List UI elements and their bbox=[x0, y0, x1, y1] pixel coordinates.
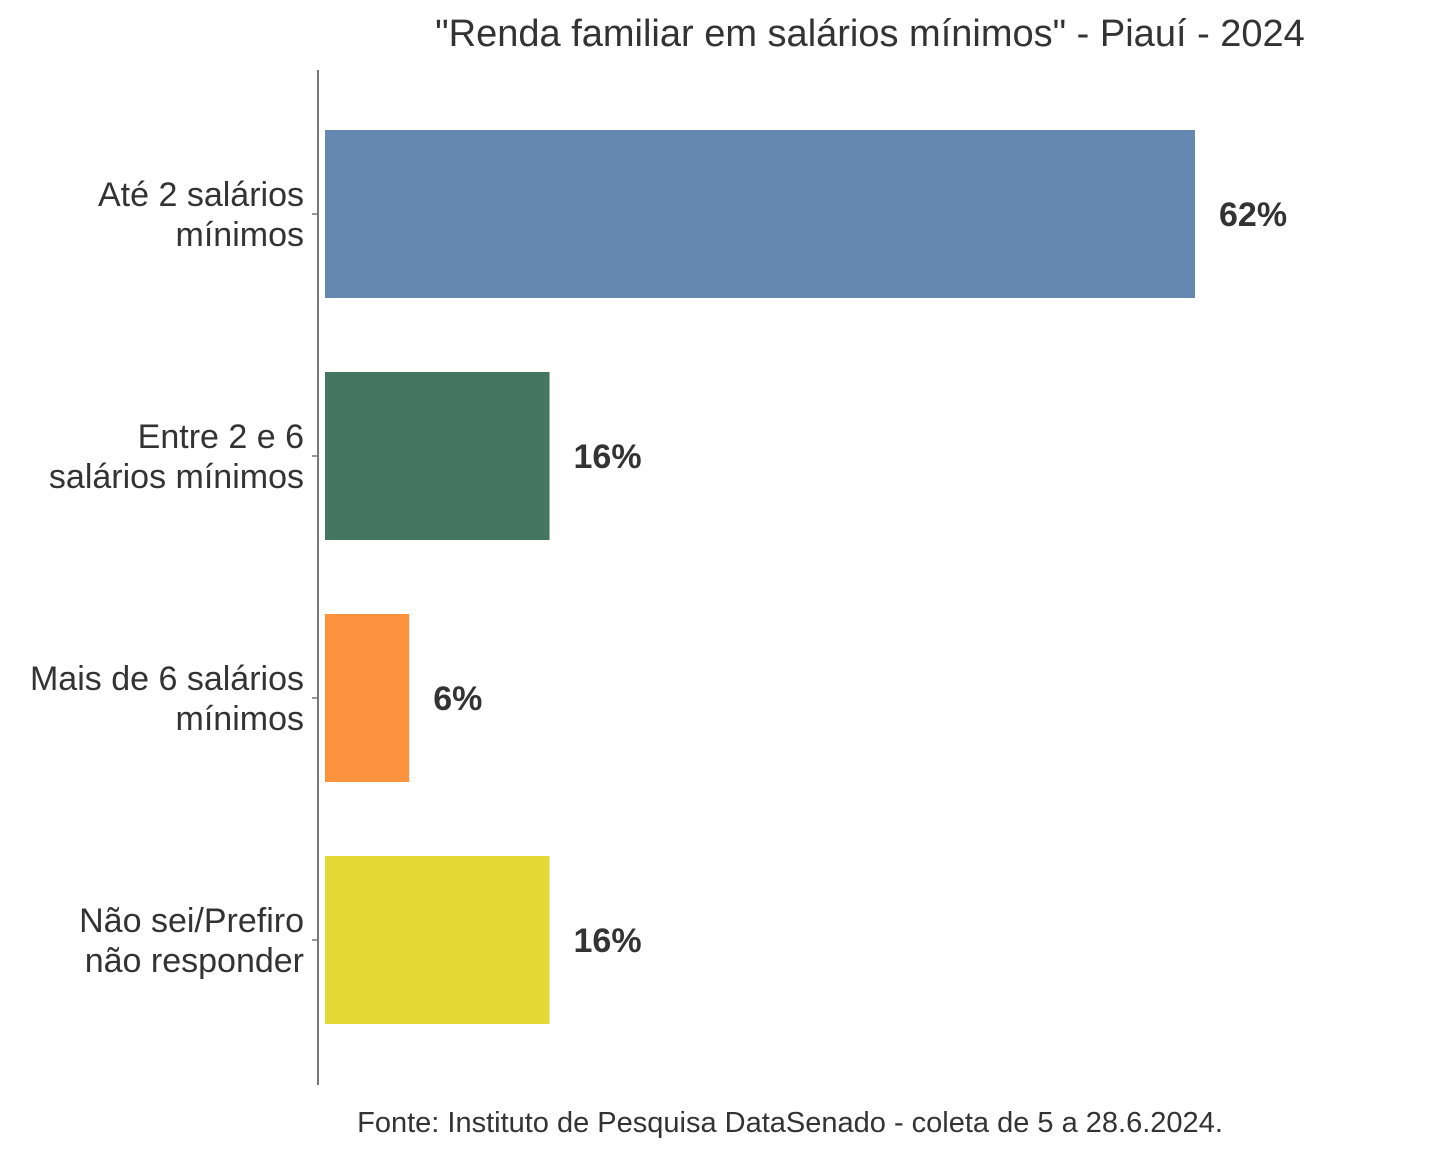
chart-title: "Renda familiar em salários mínimos" - P… bbox=[435, 13, 1305, 55]
bar-3 bbox=[325, 614, 410, 782]
category-label-line: Até 2 salários bbox=[98, 176, 304, 214]
value-label-1: 62% bbox=[1219, 196, 1287, 234]
category-label-line: Mais de 6 salários bbox=[30, 660, 304, 698]
category-label-line: mínimos bbox=[176, 216, 304, 254]
value-label-2: 16% bbox=[574, 438, 642, 476]
category-label-4: Não sei/Prefiro não responder bbox=[79, 902, 304, 980]
value-label-3: 6% bbox=[433, 680, 482, 718]
category-label-line: não responder bbox=[85, 942, 304, 980]
category-label-1: Até 2 salários mínimos bbox=[98, 176, 304, 254]
value-label-4: 16% bbox=[574, 922, 642, 960]
bar-4 bbox=[325, 856, 550, 1024]
category-label-2: Entre 2 e 6 salários mínimos bbox=[49, 418, 304, 496]
source-note: Fonte: Instituto de Pesquisa DataSenado … bbox=[357, 1107, 1223, 1139]
bar-1 bbox=[325, 130, 1195, 298]
category-label-line: Entre 2 e 6 bbox=[138, 418, 304, 456]
category-label-line: mínimos bbox=[176, 700, 304, 738]
bar-2 bbox=[325, 372, 550, 540]
category-label-line: Não sei/Prefiro bbox=[79, 902, 304, 940]
category-label-3: Mais de 6 salários mínimos bbox=[30, 660, 304, 738]
category-label-line: salários mínimos bbox=[49, 458, 304, 496]
